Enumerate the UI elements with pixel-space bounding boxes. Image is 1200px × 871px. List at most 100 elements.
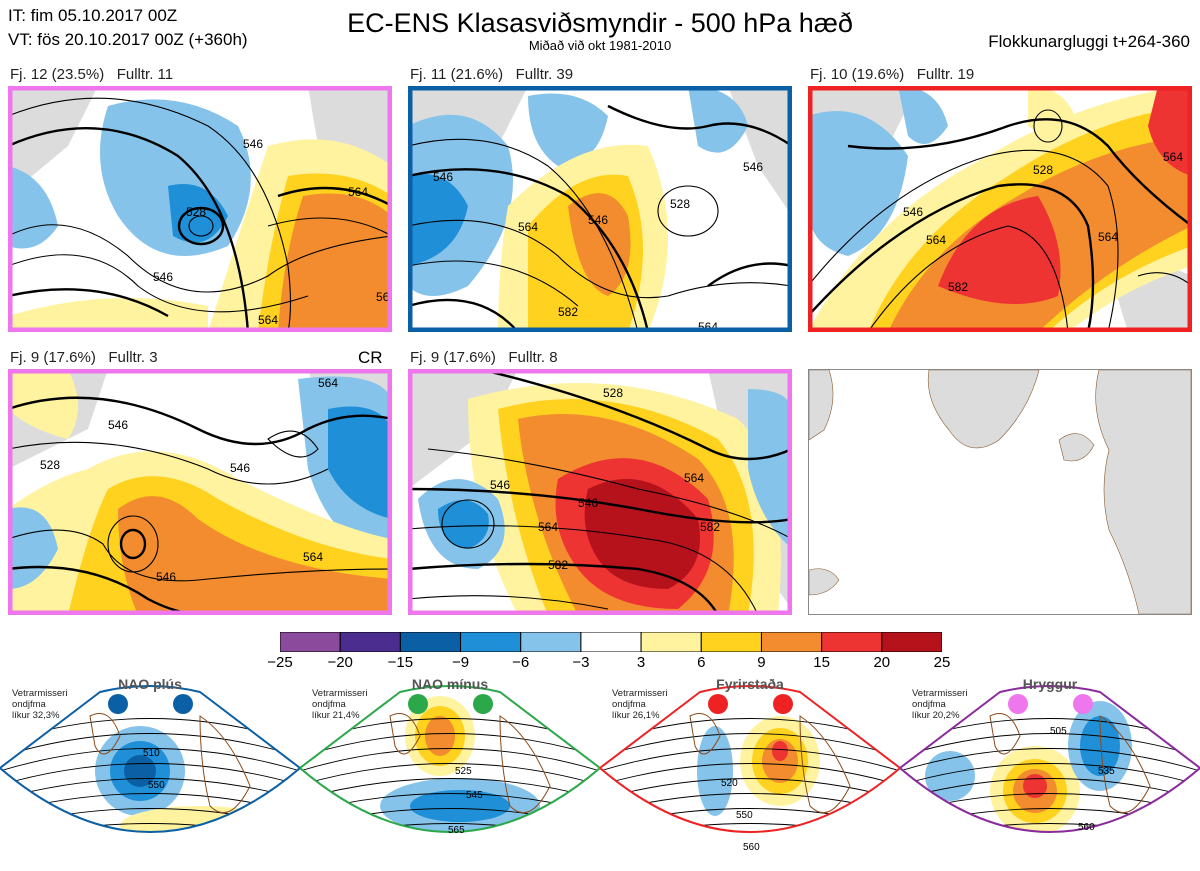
colorbar-swatch xyxy=(520,631,582,653)
colorbar-tick-label: −9 xyxy=(451,654,470,671)
regime-frame xyxy=(600,685,900,833)
panel-2-contour-label: 564 xyxy=(518,220,538,234)
panel-4-contour-label: 546 xyxy=(156,570,176,584)
anomaly-blob xyxy=(410,790,510,822)
colorbar-tick-label: −25 xyxy=(267,654,293,671)
panel-2-contour-label: 546 xyxy=(433,170,453,184)
panel-3-contour-label: 546 xyxy=(903,205,923,219)
regime-name: Hryggur xyxy=(1022,676,1078,692)
regime-panel: 510 550 NAO plús Vetrarmisseri ondjfma líkur … xyxy=(0,676,300,871)
height-contour xyxy=(600,763,900,789)
panel-4-label: Fj. 9 (17.6%) Fulltr. 3 xyxy=(10,349,158,366)
colorbar-tick-label: −6 xyxy=(512,654,530,671)
anomaly-blob xyxy=(772,741,788,761)
anomaly-blob xyxy=(425,716,455,756)
cluster-map-4: 546 528 546 564 546 564 xyxy=(8,369,392,615)
colorbar-swatch xyxy=(821,631,883,653)
cluster-map-5: 528 546 546 564 564 582 582 xyxy=(408,369,792,615)
height-contour xyxy=(0,748,300,775)
height-contour xyxy=(900,748,1200,775)
panel-2-contour-label: 528 xyxy=(670,197,690,211)
colorbar-tick-label: 9 xyxy=(757,654,766,671)
anomaly-blob xyxy=(697,726,733,816)
panel-5-label: Fj. 9 (17.6%) Fulltr. 8 xyxy=(410,349,558,366)
height-contour xyxy=(300,748,600,775)
panel-1-contour-label: 546 xyxy=(153,270,173,284)
regime-info-line: Vetrarmisseri xyxy=(12,688,68,699)
anomaly-blob xyxy=(120,806,280,832)
regime-contour-label: 525 xyxy=(455,766,472,777)
panel-2-contour-label: 546 xyxy=(743,160,763,174)
height-contour xyxy=(900,823,1200,832)
regime-info: Vetrarmisseri ondjfma líkur 20,2% xyxy=(912,688,967,721)
panel-5-contour-label: 546 xyxy=(490,478,510,492)
colorbar-tick-label: 20 xyxy=(873,654,891,671)
colorbar-tick-label: 6 xyxy=(697,654,706,671)
anomaly-blob xyxy=(1023,774,1047,798)
height-contour xyxy=(0,763,300,789)
regime-info-line: líkur 20,2% xyxy=(912,710,960,721)
panel-1-label: Fj. 12 (23.5%) Fulltr. 11 xyxy=(10,66,174,83)
regime-info-line: ondjfma xyxy=(312,699,346,710)
colorbar-tick-label: 3 xyxy=(636,654,646,671)
regime-contour-label: 560 xyxy=(1078,822,1095,833)
colorbar-swatch xyxy=(700,631,762,653)
height-contour xyxy=(0,733,300,761)
height-contour xyxy=(300,839,600,859)
regime-contour-label: 550 xyxy=(736,810,753,821)
panel-2-contour-label: 582 xyxy=(558,305,578,319)
regime-dot xyxy=(708,694,728,714)
regime-frame xyxy=(900,685,1200,833)
height-contour xyxy=(600,733,900,761)
height-contour xyxy=(300,823,600,832)
regime-frame xyxy=(300,685,600,833)
regime-dot xyxy=(473,694,493,714)
panel-1-contour-label: 564 xyxy=(348,185,368,199)
regime-fan-map: 525 545 565 xyxy=(300,685,600,859)
anomaly-blob xyxy=(1080,716,1120,776)
anomaly-blob xyxy=(925,751,975,801)
regime-info-line: líkur 32,3% xyxy=(12,710,60,721)
panel-2-contour-label: 546 xyxy=(588,213,608,227)
colorbar-swatch xyxy=(760,631,823,653)
page-subtitle: Miðað við okt 1981-2010 xyxy=(528,38,672,53)
colorbar-tick-label: −15 xyxy=(387,654,414,671)
panel-1-contour-label: 528 xyxy=(186,205,206,219)
height-contour xyxy=(900,733,1200,761)
panel-4-contour-label: 546 xyxy=(230,461,250,475)
cluster-map-2: 546 546 528 546 564 582 564 xyxy=(408,86,792,332)
regime-dot xyxy=(1073,694,1093,714)
regime-info-line: Vetrarmisseri xyxy=(912,688,968,699)
regime-info-line: líkur 21,4% xyxy=(312,710,360,721)
regime-panel: 520 550 560 Fyrirstaða Vetrarmisseri ondjfma l… xyxy=(600,676,900,871)
colorbar-swatch xyxy=(580,631,642,653)
regime-contour-label: 535 xyxy=(1098,766,1115,777)
colorbar-swatch xyxy=(881,631,943,653)
regime-info-line: ondjfma xyxy=(12,699,46,710)
panel-4-cr-mark: CR xyxy=(358,348,383,367)
regime-panel: 525 545 565 NAO mínus Vetrarmisseri ondjfma lí… xyxy=(300,676,600,871)
regime-contour-label: 520 xyxy=(721,778,738,789)
page-title: EC-ENS Klasasviðsmyndir - 500 hPa hæð xyxy=(347,8,853,38)
regime-dot xyxy=(408,694,428,714)
panel-1-contour-label: 564 xyxy=(258,313,278,327)
colorbar-swatch xyxy=(399,631,462,653)
height-contour xyxy=(0,839,300,859)
regime-info: Vetrarmisseri ondjfma líkur 21,4% xyxy=(312,688,367,721)
initial-time: IT: fim 05.10.2017 00Z xyxy=(8,6,178,25)
cluster-map-1: 546 528 564 546 564 56 xyxy=(8,86,392,332)
regime-info-line: Vetrarmisseri xyxy=(312,688,368,699)
colorbar-tick-label: 15 xyxy=(813,654,830,671)
regime-contour-label: 560 xyxy=(743,842,760,853)
regime-contour-label: 550 xyxy=(148,780,165,791)
valid-time: VT: fös 20.10.2017 00Z (+360h) xyxy=(8,30,248,49)
colorbar xyxy=(279,631,943,653)
panel-4-contour-label: 564 xyxy=(303,550,323,564)
regime-contour-label: 545 xyxy=(466,790,483,801)
panel-3-label: Fj. 10 (19.6%) Fulltr. 19 xyxy=(810,66,975,83)
regime-name: Fyrirstaða xyxy=(716,676,784,692)
height-contour xyxy=(0,823,300,832)
panel-4-contour-label: 528 xyxy=(40,458,60,472)
regime-contour-label: 510 xyxy=(143,748,160,759)
panel-3-contour-label: 582 xyxy=(948,280,968,294)
